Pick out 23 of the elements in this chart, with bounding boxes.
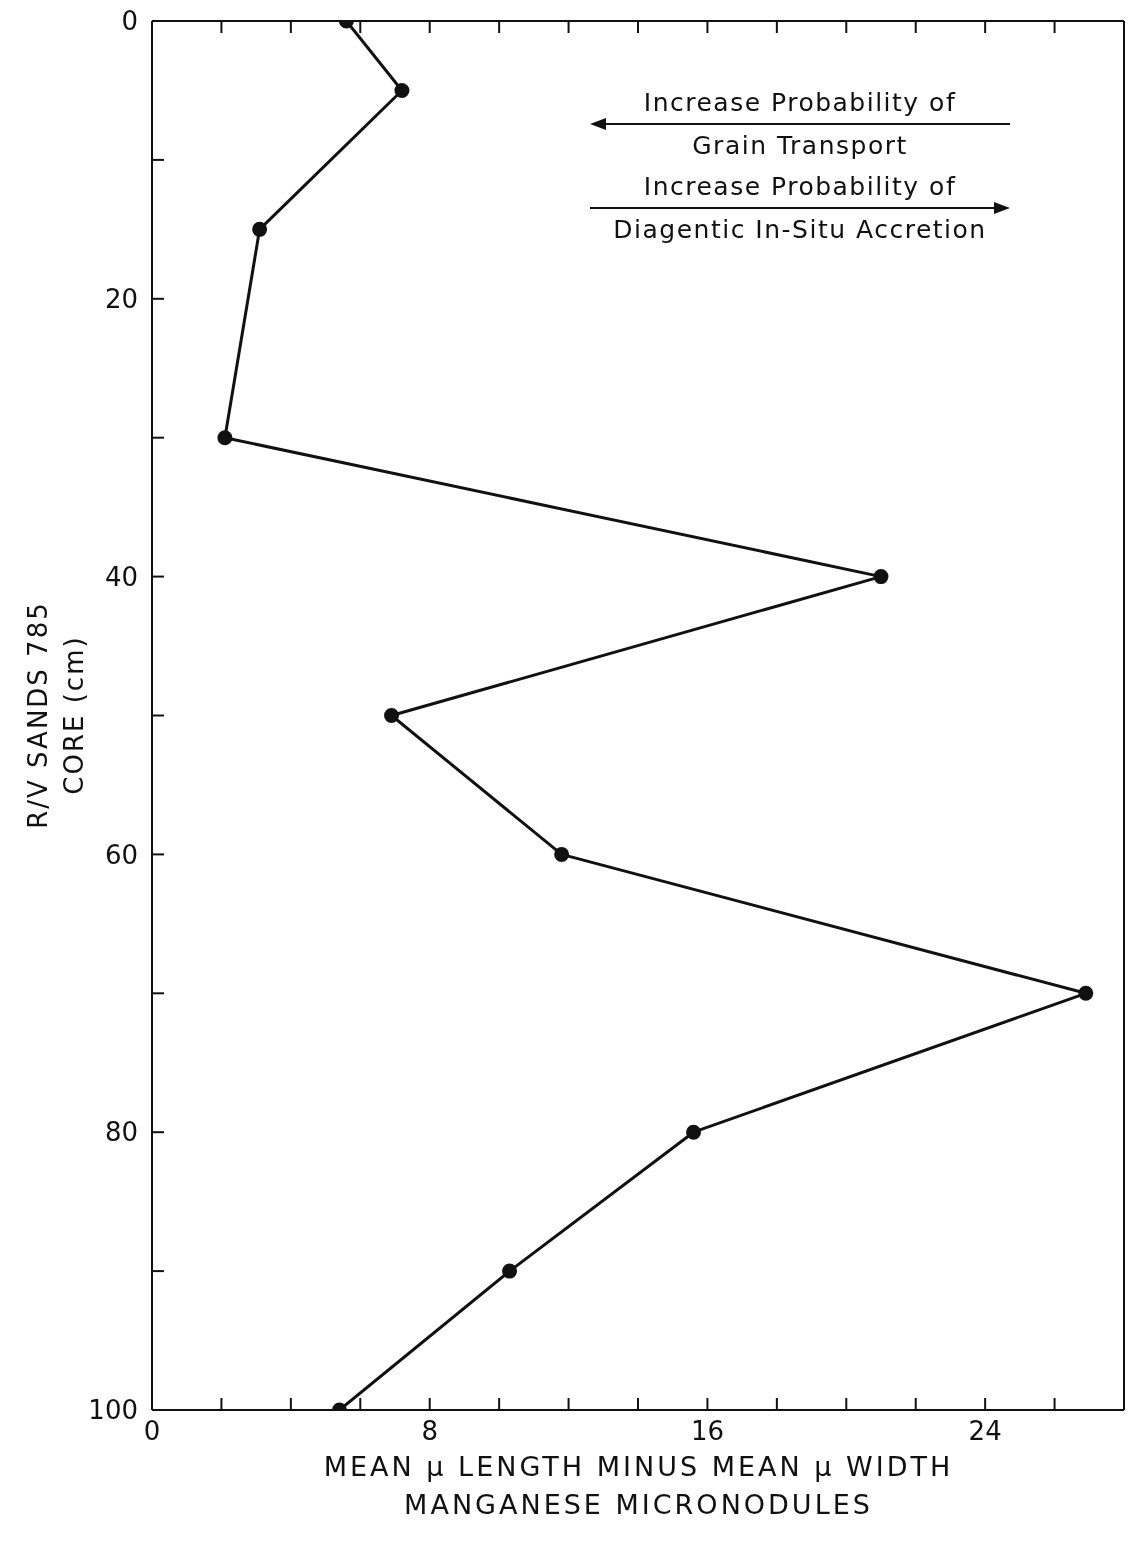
y-tick-label: 0 [121,6,138,37]
x-tick-label: 16 [690,1416,724,1447]
point [873,569,889,585]
point [1078,985,1094,1001]
annotation: Increase Probability of Grain Transport [642,88,958,160]
point [252,221,268,237]
y-tick-label: 40 [104,561,138,592]
y-tick-label: 20 [104,284,138,315]
x-tick-label: 0 [143,1416,161,1447]
y-tick-label: 80 [104,1117,138,1148]
point [502,1263,518,1279]
y-axis-title: R/V SANDS 785 CORE (cm) [23,601,89,829]
annotation: Increase Probability of Diagentic In-Situ Accretion [612,172,988,244]
x-axis-title: MEAN μ LENGTH MINUS MEAN μ WIDTH MANGANESE MICRONODULES [322,1450,955,1522]
x-tick-label: 24 [968,1416,1002,1447]
point [394,82,410,98]
point [686,1124,702,1140]
point [554,846,570,862]
point [384,708,400,723]
x-tick-label: 8 [421,1416,438,1447]
y-tick-label: 100 [88,1395,138,1426]
point [217,430,233,446]
y-tick-label: 60 [104,839,138,870]
